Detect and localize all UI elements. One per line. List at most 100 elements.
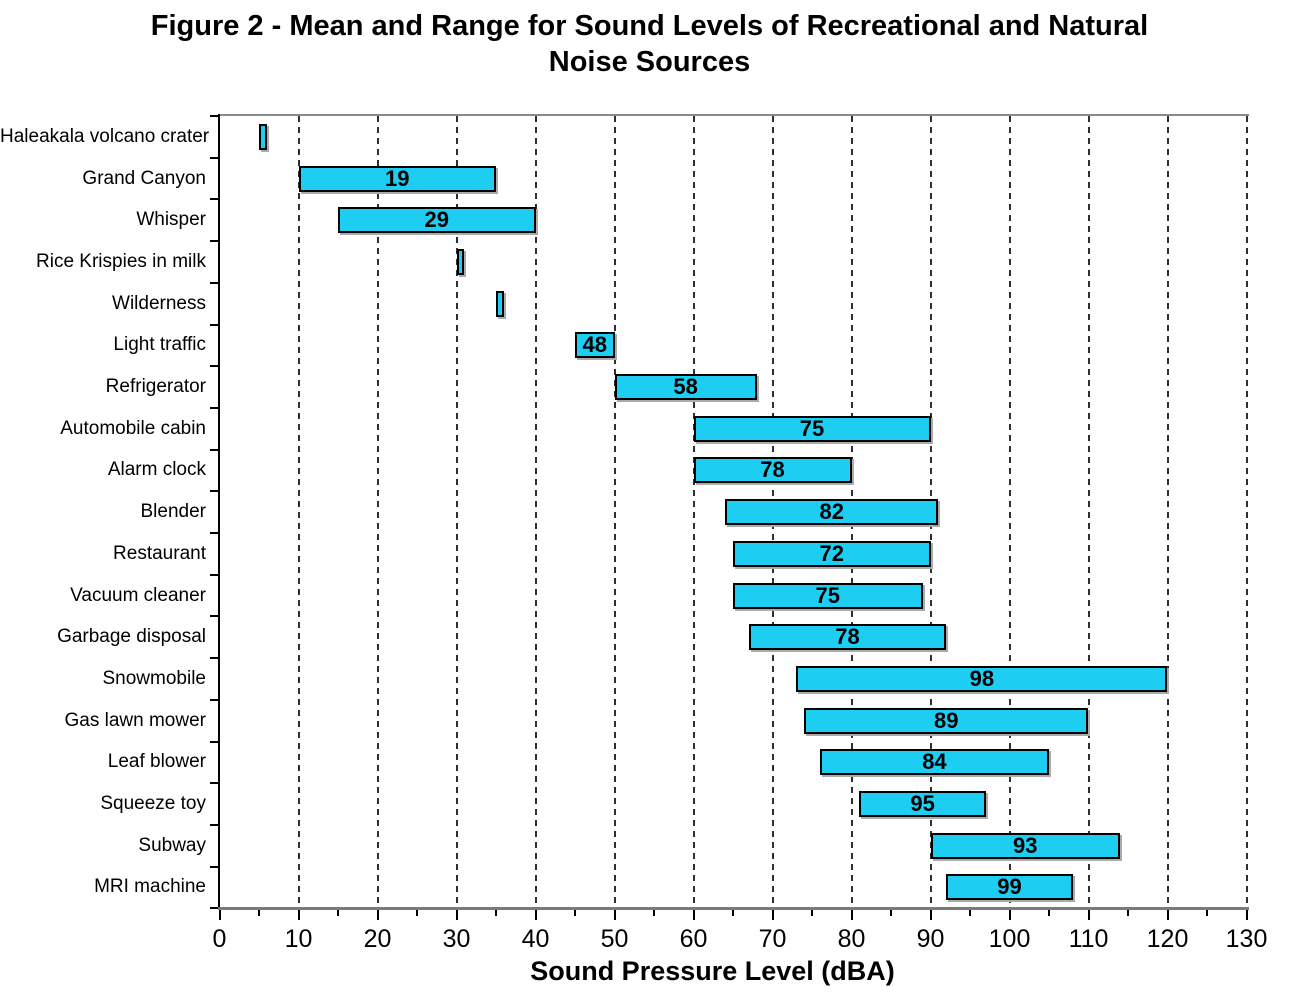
x-major-tick xyxy=(376,910,379,921)
chart-title: Figure 2 - Mean and Range for Sound Leve… xyxy=(0,8,1299,80)
category-label: Light traffic xyxy=(113,334,206,356)
x-major-tick xyxy=(297,910,300,921)
y-axis-tick xyxy=(209,615,218,618)
x-minor-tick xyxy=(890,910,892,917)
range-bar: 48 xyxy=(575,332,615,359)
x-major-tick xyxy=(613,910,616,921)
category-label: Squeeze toy xyxy=(100,793,206,815)
y-axis-tick xyxy=(209,657,218,660)
x-minor-tick xyxy=(258,910,260,917)
gridline-120 xyxy=(1166,116,1169,909)
gridline-30 xyxy=(455,116,458,909)
range-bar: 95 xyxy=(859,791,986,818)
x-tick-label: 20 xyxy=(363,925,392,954)
mean-value-label: 75 xyxy=(799,415,825,441)
mean-value-label: 58 xyxy=(673,374,698,400)
range-bar: 82 xyxy=(725,499,939,526)
range-bar: 75 xyxy=(693,415,931,442)
category-label: Subway xyxy=(138,834,206,856)
x-tick-label: 40 xyxy=(521,925,550,954)
category-label: Refrigerator xyxy=(105,376,206,398)
x-major-tick xyxy=(1087,910,1090,921)
x-major-tick xyxy=(1245,910,1248,921)
y-axis-tick xyxy=(209,323,218,326)
y-axis-tick xyxy=(209,573,218,576)
y-axis-tick xyxy=(209,281,218,284)
range-bar: 78 xyxy=(693,457,852,484)
x-tick-label: 0 xyxy=(212,925,227,954)
range-bar: 72 xyxy=(733,540,931,567)
x-tick-label: 50 xyxy=(600,925,629,954)
gridline-110 xyxy=(1087,116,1090,909)
mean-value-label: 99 xyxy=(997,874,1022,900)
category-label: Whisper xyxy=(136,209,206,231)
x-tick-label: 60 xyxy=(679,925,708,954)
mean-value-label: 84 xyxy=(922,749,947,775)
y-axis-tick xyxy=(209,240,218,243)
range-bar: 75 xyxy=(733,582,923,609)
x-major-tick xyxy=(771,910,774,921)
range-bar: 78 xyxy=(748,624,947,651)
range-bar: 84 xyxy=(819,749,1049,776)
x-minor-tick xyxy=(653,910,655,917)
x-minor-tick xyxy=(574,910,576,917)
y-axis-tick xyxy=(209,782,218,785)
x-major-tick xyxy=(850,910,853,921)
x-minor-tick xyxy=(416,910,418,917)
gridline-40 xyxy=(534,116,537,909)
x-major-tick xyxy=(455,910,458,921)
mean-value-label: 78 xyxy=(760,457,785,483)
mean-value-label: 89 xyxy=(934,707,959,733)
range-bar xyxy=(496,290,504,317)
category-label: Snowmobile xyxy=(102,667,207,689)
x-major-tick xyxy=(1008,910,1011,921)
gridline-100 xyxy=(1008,116,1011,909)
mean-value-label: 98 xyxy=(969,665,995,691)
x-tick-label: 80 xyxy=(837,925,866,954)
y-axis-tick xyxy=(209,406,218,409)
x-major-tick xyxy=(218,910,221,921)
category-label: Leaf blower xyxy=(107,751,206,773)
x-minor-tick xyxy=(1206,910,1208,917)
x-tick-label: 130 xyxy=(1225,925,1268,954)
gridline-60 xyxy=(692,116,695,909)
y-axis-tick xyxy=(209,740,218,743)
y-axis-tick xyxy=(209,865,218,868)
category-label: MRI machine xyxy=(94,876,206,898)
range-bar: 99 xyxy=(946,874,1073,901)
y-axis-line xyxy=(218,114,220,911)
category-label: Grand Canyon xyxy=(82,167,206,189)
x-major-tick xyxy=(929,910,932,921)
mean-value-label: 19 xyxy=(385,165,410,191)
mean-value-label: 48 xyxy=(582,332,607,358)
y-axis-tick xyxy=(209,532,218,534)
x-tick-label: 110 xyxy=(1068,925,1109,954)
x-tick-label: 90 xyxy=(916,925,945,954)
range-bar: 89 xyxy=(804,707,1089,734)
y-axis-tick xyxy=(209,365,218,368)
category-label: Alarm clock xyxy=(107,459,206,481)
x-minor-tick xyxy=(732,910,734,917)
y-axis-tick xyxy=(209,907,218,910)
mean-value-label: 95 xyxy=(910,791,935,817)
mean-value-label: 72 xyxy=(819,540,844,566)
mean-value-label: 93 xyxy=(1013,832,1038,858)
category-label: Blender xyxy=(140,501,207,523)
y-axis-tick xyxy=(209,115,218,117)
chart-title-line-2: Noise Sources xyxy=(548,46,751,78)
category-label: Wilderness xyxy=(112,292,206,314)
x-tick-label: 10 xyxy=(284,925,313,954)
category-label: Vacuum cleaner xyxy=(70,584,206,606)
gridline-50 xyxy=(613,116,616,909)
mean-value-label: 29 xyxy=(424,207,449,233)
gridline-10 xyxy=(297,116,300,909)
range-bar xyxy=(259,123,267,150)
y-axis-tick xyxy=(209,698,218,701)
y-axis-tick xyxy=(209,448,218,451)
x-major-tick xyxy=(534,910,537,921)
gridline-20 xyxy=(376,116,379,909)
x-major-tick xyxy=(692,910,695,921)
x-major-tick xyxy=(1166,910,1169,921)
category-label: Restaurant xyxy=(113,542,206,564)
